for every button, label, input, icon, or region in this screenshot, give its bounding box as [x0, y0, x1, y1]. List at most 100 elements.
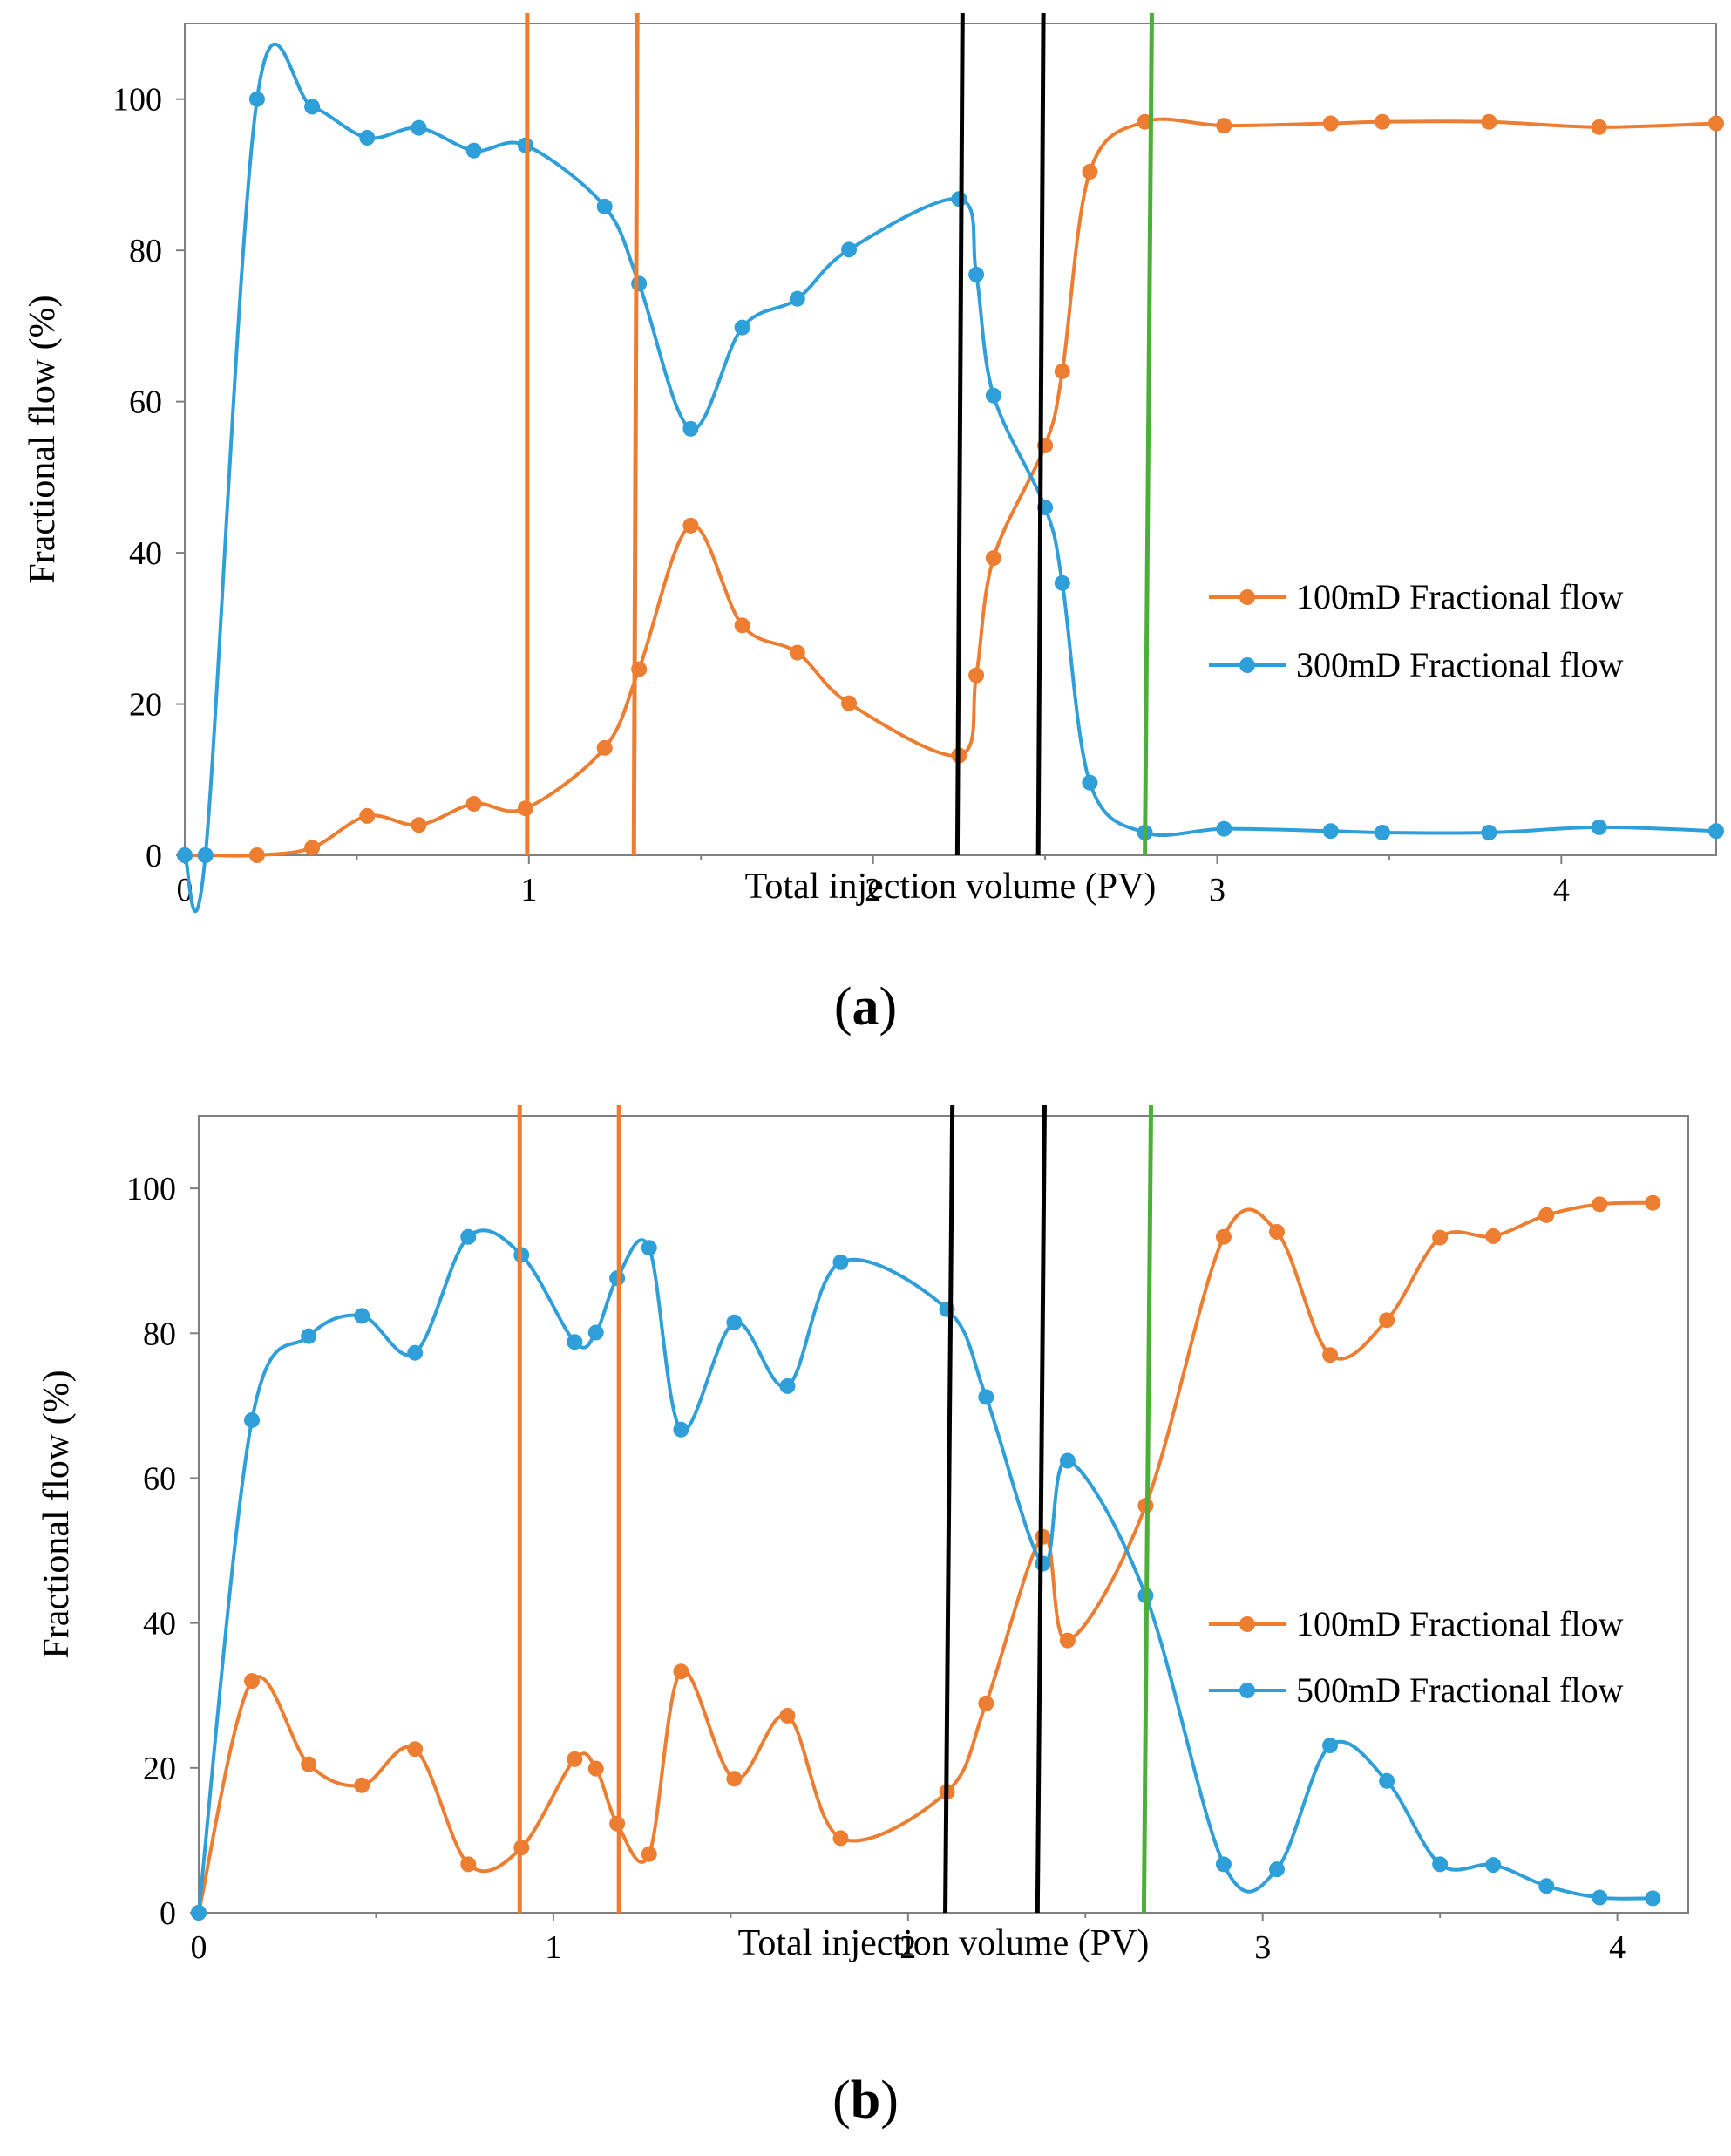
data-point-blue — [1592, 1889, 1608, 1906]
data-point-blue — [1481, 824, 1497, 840]
x-axis-title: Total injection volume (PV) — [738, 1923, 1150, 1963]
marker-line-black — [1035, 12, 1046, 856]
data-point-blue — [1432, 1856, 1449, 1873]
data-point-blue — [631, 275, 648, 292]
x-tick-label: 4 — [1553, 872, 1570, 908]
y-tick-label: 40 — [129, 535, 162, 572]
data-point-blue — [1708, 823, 1724, 840]
data-point-orange — [1379, 1312, 1395, 1329]
data-point-orange — [1432, 1229, 1449, 1246]
legend-marker — [1239, 1616, 1255, 1632]
data-point-orange — [465, 796, 482, 813]
marker-line-orange — [631, 12, 640, 856]
series-line-orange — [197, 1200, 1653, 1914]
chart-b: 0 20 40 60 80 100 0 1 2 3 4 Total injection volume … — [37, 1105, 1689, 1966]
data-point-blue — [1322, 823, 1339, 840]
data-point-orange — [641, 1846, 657, 1862]
data-point-blue — [177, 847, 193, 863]
data-point-orange — [587, 1760, 604, 1777]
data-point-blue — [1375, 824, 1391, 840]
y-tick-label: 20 — [129, 687, 162, 724]
data-point-blue — [191, 1905, 207, 1921]
data-point-orange — [248, 847, 265, 863]
panel-label-b: (b) — [832, 2071, 899, 2130]
data-point-orange — [1708, 115, 1724, 132]
data-point-orange — [460, 1856, 477, 1873]
legend-entry-orange: 100mD Fractional flow — [1209, 1604, 1624, 1643]
legend-label: 100mD Fractional flow — [1296, 1604, 1624, 1643]
x-tick-label: 2 — [899, 1929, 916, 1966]
data-point-blue — [407, 1344, 424, 1361]
data-point-orange — [1538, 1207, 1555, 1223]
y-tick-label: 60 — [143, 1460, 176, 1497]
data-point-blue — [951, 191, 967, 207]
legend-label: 100mD Fractional flow — [1296, 577, 1624, 616]
data-point-blue — [832, 1254, 849, 1270]
data-point-orange — [301, 1756, 317, 1772]
legend-entry-orange: 100mD Fractional flow — [1209, 577, 1624, 616]
x-axis-title: Total injection volume (PV) — [745, 867, 1157, 907]
data-point-blue — [1645, 1890, 1661, 1907]
data-point-blue — [841, 241, 858, 258]
x-tick-label: 3 — [1254, 1929, 1271, 1966]
data-point-orange — [1216, 118, 1232, 134]
marker-line-green — [1141, 1105, 1154, 1914]
data-point-blue — [968, 266, 985, 282]
data-point-blue — [359, 129, 376, 146]
y-axis-title: Fractional flow (%) — [23, 295, 63, 583]
y-axis-title: Fractional flow (%) — [37, 1370, 77, 1658]
y-tick-label: 0 — [160, 1895, 176, 1932]
marker-line-green — [1143, 12, 1154, 856]
chart-panel-b: 0 20 40 60 80 100 0 1 2 3 4 Total injection volume … — [0, 1078, 1731, 2156]
data-point-blue — [411, 119, 427, 136]
y-tick-label: 100 — [126, 1171, 176, 1207]
data-point-blue — [1538, 1878, 1555, 1894]
data-point-blue — [304, 99, 321, 115]
data-point-orange — [832, 1830, 849, 1847]
data-point-orange — [304, 840, 321, 856]
data-point-blue — [1322, 1738, 1339, 1754]
data-point-blue — [641, 1240, 657, 1256]
data-point-orange — [1059, 1632, 1076, 1649]
marker-line-black — [943, 1105, 955, 1914]
legend-marker — [1239, 657, 1255, 673]
data-point-orange — [978, 1695, 994, 1711]
y-tick-label: 40 — [143, 1606, 176, 1643]
data-point-orange — [1082, 163, 1098, 180]
marker-line-black — [954, 12, 965, 856]
data-point-blue — [726, 1314, 743, 1330]
x-tick-label: 3 — [1209, 872, 1225, 908]
legend-label: 300mD Fractional flow — [1296, 645, 1624, 684]
data-point-orange — [1481, 113, 1497, 130]
y-tick-label: 0 — [146, 838, 162, 874]
data-point-orange — [985, 550, 1001, 567]
y-tick-label: 80 — [143, 1316, 176, 1352]
data-point-orange — [1645, 1194, 1661, 1211]
x-tick-label: 1 — [520, 872, 537, 908]
data-point-blue — [197, 847, 214, 863]
plot-frame — [184, 23, 1717, 856]
data-point-orange — [596, 739, 613, 756]
data-point-orange — [1322, 1347, 1339, 1364]
data-point-orange — [841, 695, 858, 711]
data-point-orange — [359, 807, 376, 824]
data-point-blue — [1379, 1772, 1395, 1789]
marker-line-black — [1035, 1105, 1047, 1914]
legend-marker — [1239, 1683, 1255, 1698]
data-point-blue — [734, 319, 750, 336]
data-point-orange — [726, 1771, 743, 1787]
data-point-orange — [673, 1663, 689, 1680]
x-tick-label: 0 — [191, 1929, 207, 1966]
data-point-orange — [567, 1751, 583, 1767]
series-line-blue — [183, 42, 1717, 914]
data-point-blue — [460, 1228, 477, 1245]
data-point-blue — [1215, 1856, 1232, 1873]
y-tick-label: 20 — [143, 1751, 176, 1787]
data-point-orange — [1322, 115, 1339, 132]
data-point-orange — [1485, 1228, 1502, 1244]
data-point-orange — [411, 817, 427, 833]
data-point-blue — [596, 198, 613, 214]
data-point-blue — [1059, 1452, 1076, 1469]
legend-label: 500mD Fractional flow — [1296, 1670, 1624, 1710]
x-tick-label: 2 — [865, 872, 881, 908]
